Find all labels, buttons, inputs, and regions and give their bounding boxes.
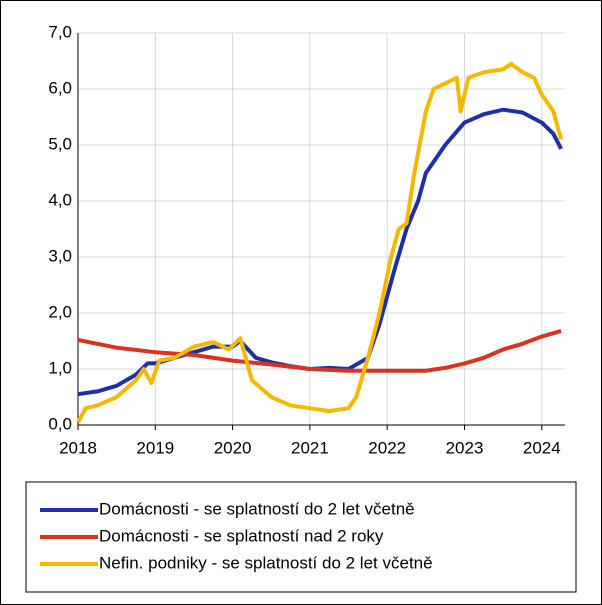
y-tick-label: 5,0 [48,134,72,153]
y-tick-label: 4,0 [48,190,72,209]
x-tick-label: 2024 [523,438,561,457]
legend-box [25,481,577,593]
legend-label: Domácnosti - se splatností do 2 let včet… [99,499,415,518]
series-line [76,61,564,424]
x-tick-label: 2020 [214,438,252,457]
x-tick-label: 2023 [446,438,484,457]
legend-label: Nefin. podniky - se splatností do 2 let … [99,553,433,572]
y-tick-label: 1,0 [48,358,72,377]
x-tick-label: 2018 [59,438,97,457]
x-tick-label: 2021 [291,438,329,457]
series-line [77,328,562,373]
y-tick-label: 6,0 [48,78,72,97]
x-tick-label: 2019 [136,438,174,457]
y-tick-label: 0,0 [48,414,72,433]
y-tick-label: 3,0 [48,246,72,265]
x-tick-label: 2022 [368,438,406,457]
y-tick-label: 2,0 [48,302,72,321]
y-tick-label: 7,0 [48,22,72,41]
legend-label: Domácnosti - se splatností nad 2 roky [99,526,384,545]
